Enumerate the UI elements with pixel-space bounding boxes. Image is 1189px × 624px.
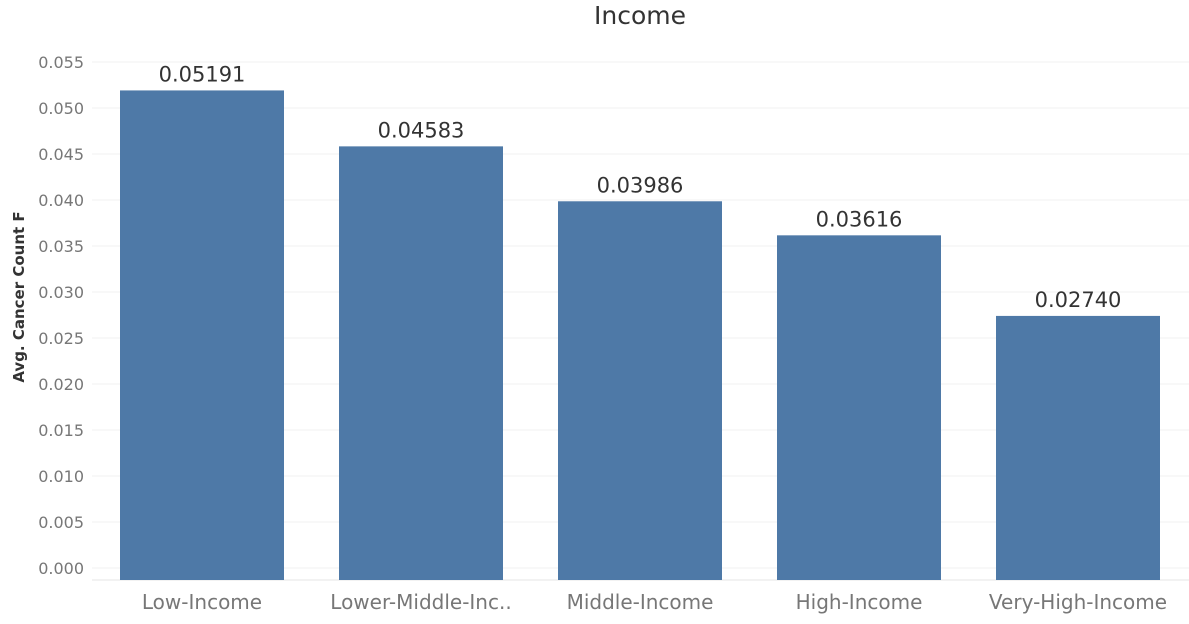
- bar-value-label: 0.04583: [378, 118, 465, 142]
- y-tick-label: 0.000: [38, 559, 84, 578]
- y-tick-label: 0.020: [38, 375, 84, 394]
- bar[interactable]: [777, 235, 941, 580]
- x-tick-label: Lower-Middle-Inc..: [330, 590, 511, 614]
- bar-value-label: 0.03616: [816, 207, 903, 231]
- x-axis-ticks: Low-Income Lower-Middle-Inc.. Middle-Incom…: [142, 590, 1167, 614]
- y-tick-label: 0.010: [38, 467, 84, 486]
- y-axis-ticks: 0.000 0.005 0.010 0.015 0.020 0.025 0.030 0.035…: [38, 53, 84, 578]
- y-tick-label: 0.040: [38, 191, 84, 210]
- bar-value-label: 0.05191: [159, 62, 246, 86]
- bar-value-label: 0.03986: [597, 173, 684, 197]
- x-tick-label: Middle-Income: [567, 590, 714, 614]
- bars: [120, 90, 1160, 580]
- x-tick-label: Low-Income: [142, 590, 262, 614]
- x-tick-label: High-Income: [796, 590, 923, 614]
- y-tick-label: 0.055: [38, 53, 84, 72]
- y-tick-label: 0.045: [38, 145, 84, 164]
- bar[interactable]: [558, 201, 722, 580]
- y-axis-label: Avg. Cancer Count F: [10, 211, 28, 382]
- data-labels: 0.05191 0.04583 0.03986 0.03616 0.02740: [159, 62, 1122, 311]
- y-tick-label: 0.005: [38, 513, 84, 532]
- y-tick-label: 0.015: [38, 421, 84, 440]
- bar-value-label: 0.02740: [1035, 288, 1122, 312]
- y-tick-label: 0.035: [38, 237, 84, 256]
- bar[interactable]: [120, 90, 284, 580]
- bar[interactable]: [996, 315, 1160, 580]
- y-tick-label: 0.050: [38, 99, 84, 118]
- y-tick-label: 0.025: [38, 329, 84, 348]
- y-tick-label: 0.030: [38, 283, 84, 302]
- bar[interactable]: [339, 146, 503, 580]
- x-tick-label: Very-High-Income: [989, 590, 1167, 614]
- chart-title: Income: [594, 1, 686, 30]
